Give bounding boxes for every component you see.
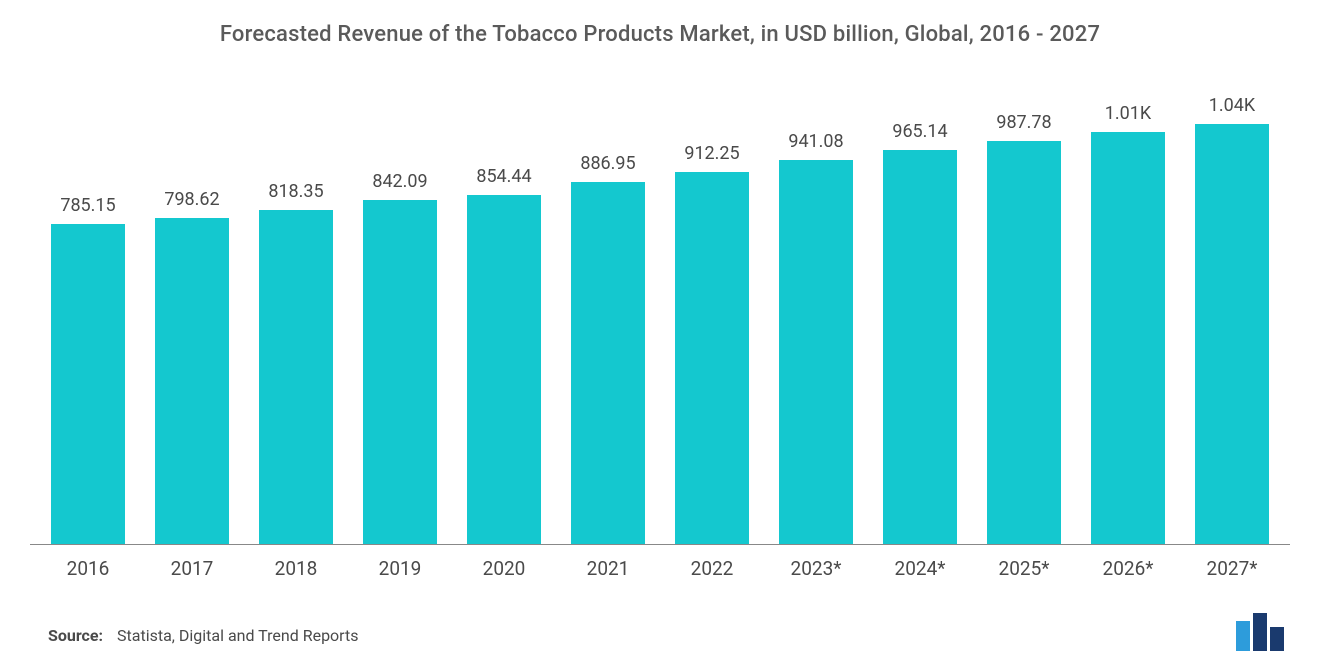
bar-value-label: 1.04K: [1209, 95, 1255, 116]
bar-value-label: 886.95: [580, 153, 635, 174]
bar: [1195, 124, 1270, 544]
bar-slot: 785.15: [36, 95, 140, 544]
x-axis-tick: 2024*: [868, 557, 972, 580]
bar: [883, 150, 958, 544]
source-label: Source:: [48, 626, 103, 645]
bar-value-label: 912.25: [684, 143, 739, 164]
bar-slot: 1.01K: [1076, 95, 1180, 544]
bar-value-label: 965.14: [892, 121, 947, 142]
bar: [1091, 132, 1166, 544]
x-axis-tick: 2025*: [972, 557, 1076, 580]
x-axis-tick: 2019: [348, 557, 452, 580]
bar-value-label: 798.62: [164, 189, 219, 210]
bars-group: 785.15 798.62 818.35 842.09 854.44 886.95 912.…: [30, 95, 1290, 544]
bar: [571, 182, 646, 544]
chart-title: Forecasted Revenue of the Tobacco Produc…: [0, 22, 1320, 47]
logo-bar-2: [1253, 613, 1267, 651]
x-axis-tick: 2022: [660, 557, 764, 580]
bar-slot: 987.78: [972, 95, 1076, 544]
bar-value-label: 941.08: [788, 131, 843, 152]
bar: [675, 172, 750, 544]
plot-area: 785.15 798.62 818.35 842.09 854.44 886.95 912.…: [30, 95, 1290, 545]
bar-value-label: 854.44: [476, 166, 531, 187]
x-axis-tick: 2017: [140, 557, 244, 580]
chart-container: Forecasted Revenue of the Tobacco Produc…: [0, 0, 1320, 665]
bar: [259, 210, 334, 544]
bar: [51, 224, 126, 544]
bar-slot: 818.35: [244, 95, 348, 544]
x-axis-tick: 2027*: [1180, 557, 1284, 580]
brand-logo-icon: [1236, 611, 1284, 651]
bar-slot: 1.04K: [1180, 95, 1284, 544]
x-axis: 20162017201820192020202120222023*2024*20…: [30, 557, 1290, 580]
x-axis-tick: 2018: [244, 557, 348, 580]
bar: [779, 160, 854, 544]
bar-value-label: 818.35: [268, 181, 323, 202]
bar-value-label: 987.78: [996, 112, 1051, 133]
bar-slot: 965.14: [868, 95, 972, 544]
bar-value-label: 785.15: [60, 195, 115, 216]
bar-slot: 941.08: [764, 95, 868, 544]
bar-value-label: 1.01K: [1105, 103, 1151, 124]
bar-slot: 912.25: [660, 95, 764, 544]
x-axis-tick: 2020: [452, 557, 556, 580]
source-attribution: Source: Statista, Digital and Trend Repo…: [48, 626, 358, 645]
x-axis-tick: 2023*: [764, 557, 868, 580]
bar: [987, 141, 1062, 544]
bar-slot: 886.95: [556, 95, 660, 544]
bar: [363, 200, 438, 544]
x-axis-tick: 2026*: [1076, 557, 1180, 580]
bar: [155, 218, 230, 544]
bar-slot: 798.62: [140, 95, 244, 544]
bar: [467, 195, 542, 544]
logo-bar-3: [1270, 627, 1284, 651]
x-axis-tick: 2021: [556, 557, 660, 580]
logo-bar-1: [1236, 621, 1250, 651]
x-axis-tick: 2016: [36, 557, 140, 580]
bar-slot: 842.09: [348, 95, 452, 544]
bar-value-label: 842.09: [372, 171, 427, 192]
source-text: Statista, Digital and Trend Reports: [117, 626, 358, 645]
bar-slot: 854.44: [452, 95, 556, 544]
